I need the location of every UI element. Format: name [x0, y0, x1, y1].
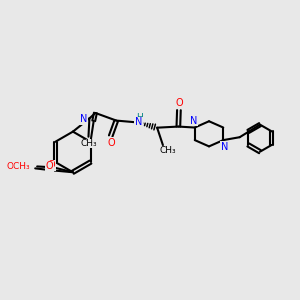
Text: N: N: [135, 117, 142, 128]
Text: OCH₃: OCH₃: [7, 162, 30, 171]
Text: N: N: [80, 114, 87, 124]
Text: CH₃: CH₃: [80, 139, 97, 148]
Text: N: N: [190, 116, 197, 126]
Text: O: O: [23, 163, 30, 172]
Text: O: O: [108, 138, 116, 148]
Text: O: O: [46, 161, 53, 171]
Text: N: N: [220, 142, 228, 152]
Text: H: H: [136, 113, 143, 122]
Text: O: O: [48, 160, 56, 170]
Text: CH₃: CH₃: [159, 146, 176, 155]
Text: O: O: [175, 98, 183, 108]
